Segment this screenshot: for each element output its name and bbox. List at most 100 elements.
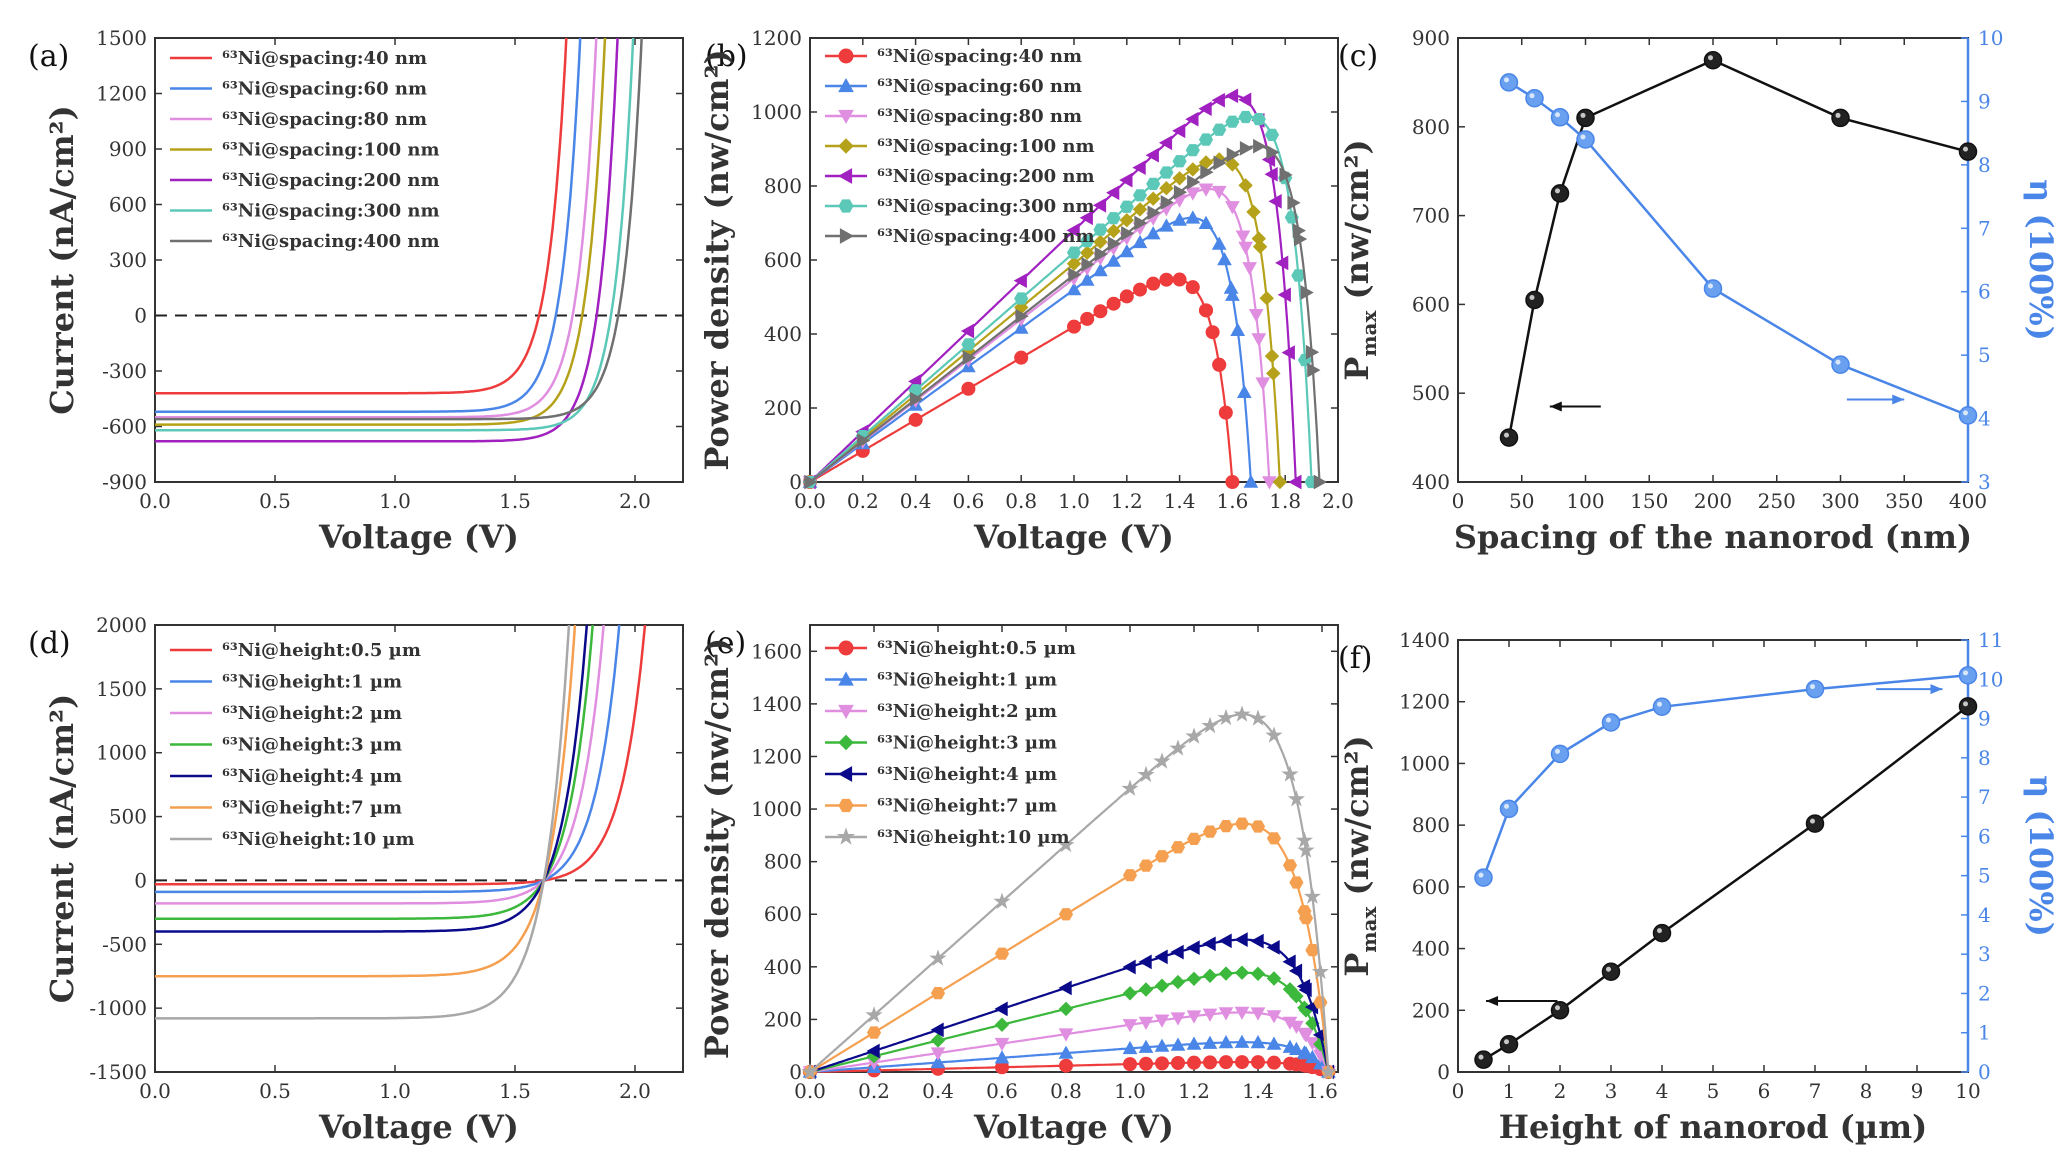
data-point [1307,362,1321,378]
data-point [1066,246,1082,259]
series-line [155,625,571,1020]
data-point [1272,474,1288,490]
panel-a: 0.0 0.5 1.0 1.5 2.0 -900 -600 -300 0 300 600 900 120… [28,26,684,556]
data-point-highlight [1657,928,1662,934]
data-point [1250,933,1264,949]
data-point [1234,932,1248,947]
x-tick-label: 150 [1630,489,1668,513]
legend-marker [838,734,854,751]
data-point [1145,191,1161,206]
legend-entry: ⁶³Ni@height:2 µm [877,701,1057,722]
x-tick-label: 1.0 [1058,489,1090,513]
data-point [1171,1056,1185,1071]
data-point [1058,1028,1074,1042]
data-point [1255,377,1271,391]
data-point [866,1043,880,1059]
legend-entry: ⁶³Ni@height:1 µm [877,670,1057,691]
data-point [1094,246,1108,262]
x-tick-label: 0.0 [794,1079,826,1103]
y-tick-label: 1200 [1399,690,1450,714]
x-tick-label: 0.2 [858,1079,890,1103]
data-point-highlight [1478,1054,1484,1060]
y-tick-label: 0 [789,1060,802,1084]
data-point [909,391,924,407]
data-point [1218,820,1234,833]
data-point [1212,123,1227,136]
y-tick-label: -900 [102,470,147,494]
data-point [1805,679,1825,699]
data-point [1576,130,1595,149]
y-tick-label: -1000 [89,996,147,1020]
data-point [1015,308,1029,324]
y-tick-label: 200 [1412,998,1450,1022]
legend-entry: ⁶³Ni@height:4 µm [222,766,402,787]
data-point-highlight [1708,283,1713,289]
data-point [1079,245,1095,261]
data-point [1058,1001,1074,1017]
panel-e: 0.0 0.2 0.4 0.6 0.8 1.0 1.2 1.4 1.6 0 200 400 600 800… [698,624,1339,1146]
y-tick-label: 1000 [751,797,802,821]
y-tick-label: 0 [134,868,147,892]
data-point [1250,966,1266,982]
panel-label: (f) [1338,641,1373,676]
data-point [1170,1037,1186,1051]
y-tick-label: 1000 [751,100,802,124]
data-point [1014,350,1029,365]
y2-tick-label: 8 [1978,746,1991,770]
data-point [1145,147,1159,163]
data-point [1119,244,1135,258]
data-point [1238,178,1253,193]
data-point [1236,384,1252,398]
series-line [155,38,568,395]
y2-tick-label: 7 [1978,785,1991,809]
data-point [1081,257,1095,272]
x-tick-label: 5 [1707,1079,1720,1103]
data-point [1202,936,1216,952]
x-axis-label: Height of nanorod (µm) [1499,1108,1927,1146]
data-point [1233,705,1251,722]
y2-tick-label: 10 [1978,26,2003,50]
y-tick-label: 0 [1437,1060,1450,1084]
data-point-highlight [1963,146,1968,152]
x-tick-label: 1.2 [1178,1079,1210,1103]
data-point [1266,1010,1282,1024]
data-point [1601,713,1621,732]
data-point [993,892,1011,909]
y-tick-label: 1000 [96,741,147,765]
x-tick-label: 300 [1821,489,1859,513]
panel-d: 0.0 0.5 1.0 1.5 2.0 -1500 -1000 -500 0 500 1000 150… [28,613,684,1146]
legend-entry: ⁶³Ni@height:10 µm [222,829,415,850]
data-point [1266,971,1282,986]
data-point [1132,234,1148,249]
data-point [1251,1055,1265,1070]
data-point [1550,744,1570,764]
x-tick-label: 8 [1860,1079,1873,1103]
data-point [1159,180,1174,196]
data-point [1185,210,1201,224]
data-point [1958,666,1978,685]
data-point [1248,309,1264,323]
data-point [1203,1055,1217,1070]
y-tick-label: 800 [1412,813,1450,837]
y2-tick-label: 0 [1978,1060,1991,1084]
legend-entry: ⁶³Ni@spacing:100 nm [222,140,440,161]
data-point-highlight [1504,77,1509,83]
data-point [1252,239,1268,254]
data-point [1525,89,1544,108]
data-point [930,1022,944,1038]
x-tick-label: 1 [1503,1079,1516,1103]
y2-tick-label: 5 [1978,864,1991,888]
panel-label: (e) [705,626,746,661]
data-point [1138,954,1152,970]
y-tick-label: 800 [764,850,802,874]
panel-label: (b) [705,39,748,74]
data-point [1262,476,1277,490]
data-point [1235,1055,1249,1070]
data-point [1121,779,1139,796]
data-point [1211,236,1227,250]
data-point [1213,155,1227,171]
data-point [930,1033,946,1048]
y-tick-label: 400 [1412,470,1450,494]
x-tick-label: 1.0 [1114,1079,1146,1103]
legend-entry: ⁶³Ni@spacing:200 nm [877,166,1095,187]
